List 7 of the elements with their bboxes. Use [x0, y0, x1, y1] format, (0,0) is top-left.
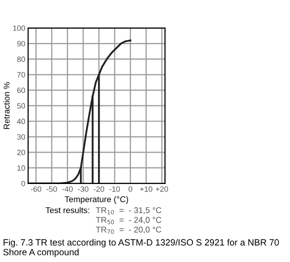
y-axis-title: Retraction %: [3, 82, 10, 129]
text: TR$_{10}$ = - 31,5 °C: [96, 207, 162, 214]
text: Test results:: [46, 207, 90, 214]
x-axis-title: Temperature (°C): [64, 196, 128, 204]
caption: Fig. 7.3 TR test according to ASTM-D 1329/ISO S 2921 for a NBR 70 Shore A compound: [3, 238, 279, 258]
text: TR$_{70}$ = - 20,0 °C: [96, 226, 162, 234]
text: TR$_{50}$ = - 24,0 °C: [96, 216, 162, 224]
